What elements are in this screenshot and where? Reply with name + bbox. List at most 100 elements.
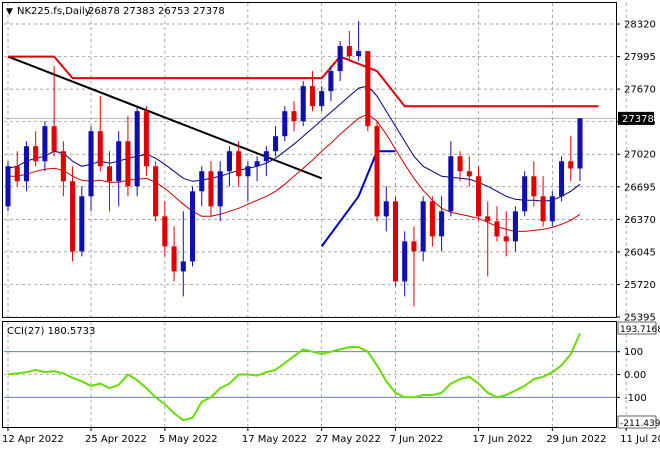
trendline [7, 55, 323, 180]
candle-up [88, 131, 94, 197]
main-pane [2, 2, 617, 318]
candle-up [263, 151, 269, 162]
price-tick-label: 26045 [624, 247, 656, 258]
candle-down [125, 141, 131, 187]
candle-down [171, 246, 177, 272]
candle-up [448, 156, 454, 212]
chart-ohlc: 26878 27383 26753 27378 [88, 6, 225, 17]
candle-down [531, 176, 537, 197]
candle-down [97, 131, 103, 167]
candle-up [549, 196, 555, 222]
time-tick-label: 27 May 2022 [316, 434, 381, 445]
cci-top-level-label: 193.7168 [620, 325, 660, 335]
time-tick-label: 25 Apr 2022 [85, 434, 147, 445]
candle-up [116, 141, 122, 182]
candle-down [291, 111, 297, 122]
candle-up [512, 211, 518, 242]
candle-down [70, 181, 76, 252]
candle-up [300, 86, 306, 122]
candle-up [217, 171, 223, 207]
cci-line-layer [7, 332, 581, 422]
time-tick-label: 17 Jun 2022 [473, 434, 533, 445]
candle-down [494, 221, 500, 237]
price-axis: 2832027995276702734527020266952637026045… [616, 20, 656, 324]
candle-up [522, 176, 528, 212]
candle-up [273, 136, 279, 152]
cci-line [7, 332, 581, 422]
candle-down [106, 166, 113, 182]
blue-step-line [320, 150, 396, 247]
trendline-layer [7, 55, 323, 180]
candle-down [466, 171, 472, 177]
candle-down [143, 111, 149, 167]
price-tick-label: 26370 [624, 215, 656, 226]
candle-down [503, 236, 509, 242]
candle-up [383, 201, 389, 217]
candle-up [319, 91, 325, 107]
price-tick-label: 27670 [624, 85, 656, 96]
candle-down [346, 46, 352, 57]
cci-bottom-level-label: -211.439 [620, 419, 660, 429]
candle-down [33, 146, 39, 162]
candle-down [540, 196, 546, 222]
candle-down [365, 51, 371, 127]
candle-up [254, 161, 260, 167]
candle-down [208, 171, 214, 207]
candle-up [180, 261, 186, 272]
cci-top-level-tag [617, 321, 657, 335]
price-tick-label: 28320 [624, 20, 656, 31]
price-tick-label: 25395 [624, 313, 656, 324]
price-tick-label: 26695 [624, 182, 656, 193]
candle-down [60, 151, 66, 182]
candle-down [309, 86, 315, 107]
cci-tick-label: -100 [624, 393, 647, 404]
candle-up [199, 171, 205, 192]
candle-down [153, 166, 159, 217]
current-price-label: 27378 [622, 114, 654, 125]
candle-up [420, 201, 426, 252]
candle-down [475, 176, 482, 217]
candle-down [236, 151, 242, 177]
cci-tick-label: 100 [624, 347, 643, 358]
candle-up [23, 146, 29, 182]
candle-down [429, 201, 435, 237]
candles-layer [5, 21, 583, 307]
candle-up [439, 211, 445, 237]
current-price-tag [618, 111, 654, 125]
candle-down [374, 126, 380, 217]
candle-up [134, 111, 140, 187]
candle-up [577, 118, 583, 169]
candle-up [226, 151, 232, 172]
candle-down [457, 156, 463, 172]
candle-up [328, 71, 334, 92]
candle-up [245, 166, 251, 177]
candle-down [51, 126, 57, 152]
time-tick-label: 17 May 2022 [242, 434, 307, 445]
cci-tick-label: 0.00 [624, 370, 646, 381]
candle-down [162, 216, 168, 247]
time-axis: 12 Apr 2022 25 Apr 2022 5 May 2022 17 May 2… [2, 427, 660, 445]
time-tick-label: 5 May 2022 [159, 434, 218, 445]
slow-moving-average [8, 113, 581, 232]
price-tick-label: 27020 [624, 150, 656, 161]
cci-bottom-level-tag [617, 415, 657, 429]
price-tick-label: 27995 [624, 52, 656, 63]
dropdown-triangle-icon[interactable]: ▼ [6, 7, 13, 17]
fast-moving-average [7, 85, 581, 202]
moving-averages-layer [7, 85, 581, 232]
candle-up [559, 161, 565, 197]
time-tick-label: 29 Jun 2022 [546, 434, 606, 445]
candle-up [356, 51, 362, 57]
time-tick-label: 7 Jun 2022 [389, 434, 443, 445]
candle-up [42, 126, 48, 162]
chart-symbol: NK225.fs,Daily [17, 6, 91, 17]
candle-up [189, 191, 196, 262]
candle-down [14, 166, 20, 182]
candle-up [337, 46, 343, 72]
cci-header: CCI(27) 180.5733 [7, 326, 95, 337]
candle-up [282, 111, 288, 137]
time-tick-label: 12 Apr 2022 [2, 434, 64, 445]
candle-down [411, 241, 417, 252]
price-tick-label: 25720 [624, 280, 656, 291]
